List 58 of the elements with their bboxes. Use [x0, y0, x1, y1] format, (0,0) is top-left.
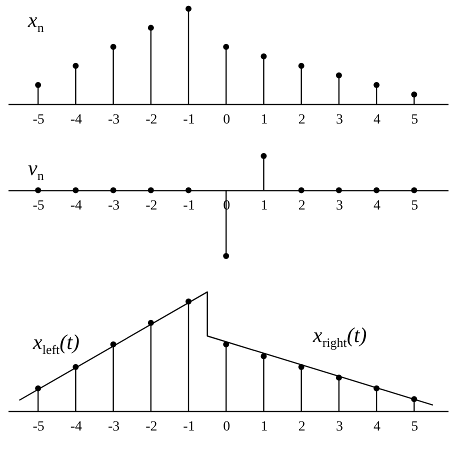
x-tick-label: 3	[336, 420, 343, 434]
x-tick-label: 1	[260, 112, 268, 128]
x-tick-label: -4	[70, 112, 82, 128]
x-tick-label: -4	[70, 198, 82, 214]
x-tick-label: -3	[108, 198, 120, 214]
x-tick-label: 4	[374, 198, 381, 214]
x-tick-label: -2	[146, 112, 158, 128]
point	[35, 82, 42, 88]
point	[411, 396, 418, 402]
x-tick-label: -5	[32, 112, 44, 128]
x-tick-label: 4	[374, 112, 381, 128]
point	[148, 320, 154, 326]
chart-title: x$_{n}$	[28, 8, 44, 36]
point	[260, 53, 267, 60]
x-tick-label: -5	[32, 420, 44, 434]
point	[72, 364, 79, 370]
point	[260, 353, 267, 360]
point	[223, 341, 230, 348]
point	[72, 62, 79, 69]
x-tick-label: -1	[183, 420, 195, 434]
annotation: x$_{left}$(t)	[33, 330, 80, 358]
point	[298, 62, 304, 69]
point	[148, 24, 154, 31]
x-tick-label: 2	[298, 420, 306, 434]
x-tick-label: 5	[411, 420, 418, 434]
annotation: x$_{right}$(t)	[313, 323, 367, 350]
chart-title: v$_{n}$	[28, 156, 44, 184]
x-tick-label: 5	[411, 112, 418, 128]
x-tick-label: 3	[336, 198, 343, 214]
x-tick-label: -1	[183, 112, 195, 128]
point	[374, 385, 380, 392]
x-tick-label: 0	[223, 420, 230, 434]
point	[336, 72, 342, 78]
point	[411, 91, 418, 98]
x-tick-label: -3	[108, 420, 120, 434]
x-tick-label: 4	[374, 420, 381, 434]
x-tick-label: -1	[183, 198, 195, 214]
x-tick-label: -2	[146, 420, 158, 434]
x-tick-label: -2	[146, 198, 158, 214]
x-tick-label: 0	[223, 112, 230, 128]
point	[35, 385, 42, 392]
x-tick-label: 1	[260, 420, 268, 434]
x-tick-label: 2	[298, 112, 306, 128]
x-tick-label: 1	[260, 198, 268, 214]
point	[336, 374, 342, 381]
x-tick-label: -5	[32, 198, 44, 214]
point	[186, 298, 192, 304]
point	[110, 44, 116, 50]
point	[223, 44, 230, 50]
point	[298, 364, 304, 370]
x-tick-label: 3	[336, 112, 343, 128]
point	[374, 82, 380, 88]
point	[186, 6, 192, 12]
x-tick-label: 2	[298, 198, 306, 214]
x-tick-label: 5	[411, 198, 418, 214]
x-tick-label: -4	[70, 420, 82, 434]
point	[110, 341, 116, 348]
x-tick-label: -3	[108, 112, 120, 128]
